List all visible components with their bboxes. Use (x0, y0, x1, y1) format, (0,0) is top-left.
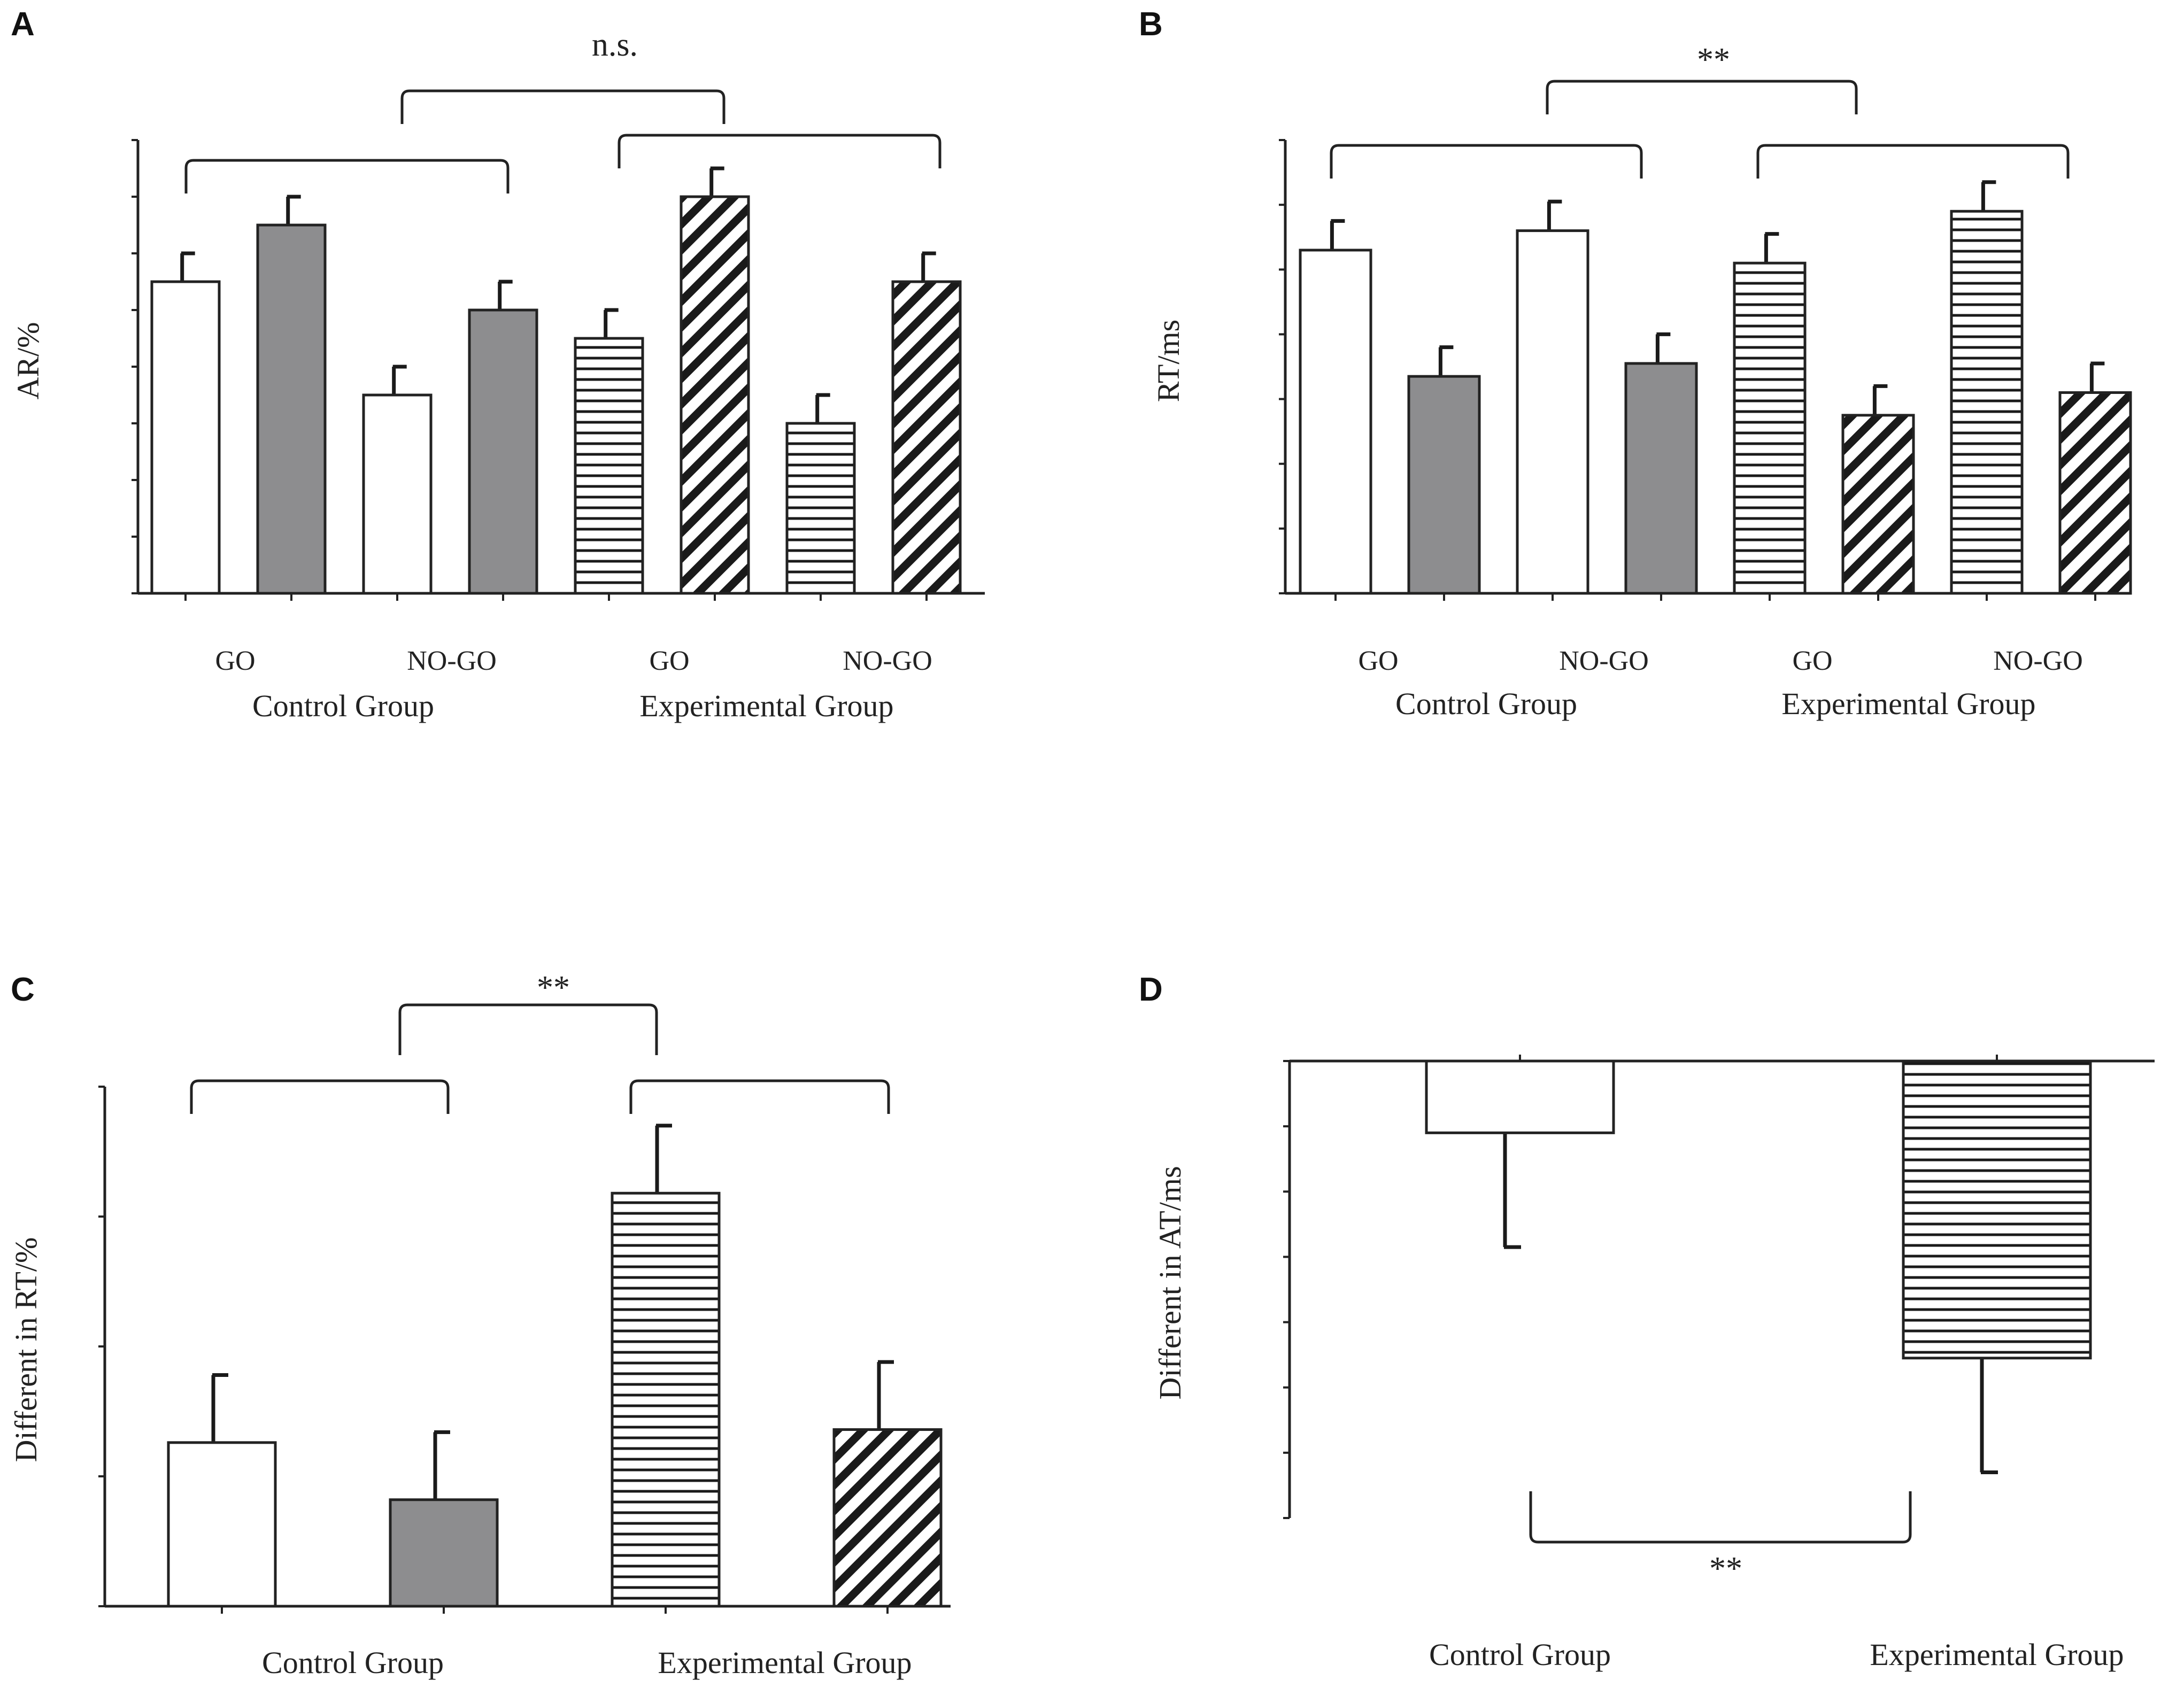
panel-c-group-label-control: Control Group (262, 1645, 444, 1680)
panel-d-bracket-bottom (1529, 1491, 1912, 1544)
panel-d-y-axis-label: Different in AT/ms (1153, 1166, 1187, 1399)
panel-a-y-axis-label: AR/% (11, 322, 45, 400)
panel-b-condition-label-go-control: GO (1358, 646, 1398, 676)
panel-a-bracket-control (184, 159, 510, 193)
panel-b-bar (1299, 249, 1372, 595)
panel-d-letter: D (1139, 971, 1163, 1008)
panel-c-bracket-experimental (629, 1079, 890, 1114)
panel-a-condition-label-nogo-exp: NO-GO (843, 646, 932, 676)
panel-a-condition-label-nogo-control: NO-GO (407, 646, 497, 676)
panel-d-bar (1902, 1059, 2092, 1360)
panel-b-bar (1516, 229, 1589, 595)
panel-b-bar (1950, 210, 2024, 595)
panel-b-group-label-control: Control Group (1395, 686, 1577, 721)
panel-d-group-label-control: Control Group (1429, 1637, 1611, 1672)
panel-a-bracket-experimental (618, 134, 941, 168)
panel-b-bar (1733, 261, 1807, 595)
panel-b-bar (1407, 375, 1481, 595)
panel-b-bar (1841, 414, 1915, 595)
panel-b-bar (2058, 391, 2132, 595)
panel-c-bar (832, 1428, 943, 1608)
panel-b-bracket-control (1330, 144, 1643, 179)
panel-a-bar (785, 422, 856, 595)
panel-c-bar (389, 1498, 499, 1608)
panel-a-group-label-experimental: Experimental Group (639, 688, 893, 723)
panel-c-significance-label: ** (537, 970, 570, 1006)
panel-d-chart: D Different in AT/ms ** Control Group Ex… (1139, 971, 2155, 1672)
panel-d-significance-label: ** (1709, 1551, 1742, 1587)
panel-b-condition-label-nogo-control: NO-GO (1559, 646, 1649, 676)
panel-b-chart: B RT/ms ** GO NO-GO GO NO-GO Control Gro… (1139, 6, 2132, 721)
panel-a-bar (891, 280, 962, 595)
panel-a-group-label-control: Control Group (252, 688, 434, 723)
panel-a-bar (468, 308, 538, 595)
panel-a-bar (362, 393, 433, 595)
panel-c-bar (167, 1441, 277, 1608)
panel-b-condition-label-go-exp: GO (1792, 646, 1832, 676)
panel-a-letter: A (11, 6, 35, 43)
panel-b-condition-label-nogo-exp: NO-GO (1993, 646, 2083, 676)
panel-a-bracket-top (400, 89, 726, 124)
panel-b-bracket-experimental (1756, 144, 2070, 179)
panel-c-y-axis-label: Different in RT/% (9, 1237, 43, 1462)
panel-a-bar (574, 337, 644, 595)
panel-b-y-axis-label: RT/ms (1151, 320, 1186, 402)
panel-a-bar (256, 223, 327, 595)
panel-c-bracket-control (190, 1079, 450, 1114)
panel-a-chart: A AR/% n.s. GO NO-GO GO NO-GO Control Gr… (11, 6, 985, 723)
panel-a-significance-label: n.s. (592, 27, 638, 63)
panel-c-bracket-top (398, 1003, 658, 1055)
panel-a-bar (680, 195, 750, 595)
panel-a-condition-label-go-control: GO (215, 646, 255, 676)
panel-c-bar (611, 1191, 721, 1608)
panel-b-bracket-top (1546, 80, 1858, 114)
panel-c-chart: C Different in RT/% ** Control Group Exp… (9, 970, 951, 1680)
panel-c-group-label-experimental: Experimental Group (658, 1645, 912, 1680)
panel-d-group-label-experimental: Experimental Group (1870, 1637, 2124, 1672)
panel-a-bar (150, 280, 221, 595)
panel-c-letter: C (11, 971, 35, 1008)
panel-b-group-label-experimental: Experimental Group (1781, 686, 2035, 721)
panel-b-significance-label: ** (1697, 42, 1730, 78)
panel-d-bar (1425, 1059, 1615, 1134)
panel-a-condition-label-go-exp: GO (649, 646, 689, 676)
panel-b-bar (1624, 362, 1698, 595)
panel-b-letter: B (1139, 6, 1163, 43)
